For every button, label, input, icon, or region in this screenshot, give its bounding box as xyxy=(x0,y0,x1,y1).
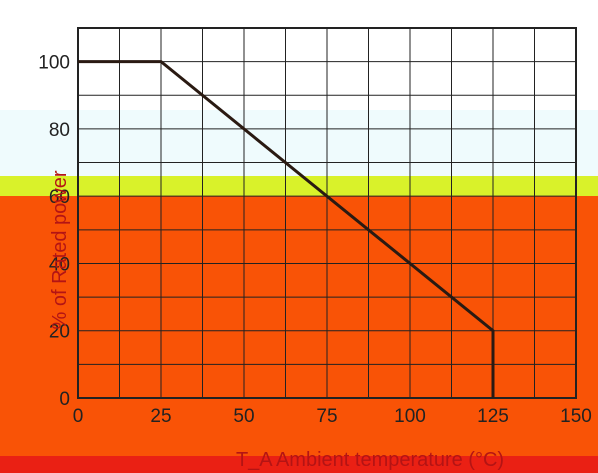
y-tick-label: 80 xyxy=(49,120,70,141)
x-axis-title: T_A Ambient temperature (°C) xyxy=(236,449,504,471)
y-tick-label: 20 xyxy=(49,322,70,343)
x-tick-label: 150 xyxy=(560,406,592,427)
plot-border xyxy=(77,27,577,399)
background-band-red xyxy=(0,456,598,473)
background-band-white xyxy=(0,0,598,110)
chart-grid xyxy=(77,27,577,399)
x-tick-label: 50 xyxy=(233,406,254,427)
y-tick-label: 60 xyxy=(49,187,70,208)
x-tick-label: 100 xyxy=(394,406,426,427)
x-tick-label: 75 xyxy=(316,406,337,427)
x-tick-label: 0 xyxy=(73,406,84,427)
y-tick-labels: 0 20 40 60 80 100 xyxy=(38,53,70,410)
x-tick-labels: 0 25 50 75 100 125 150 xyxy=(73,406,592,427)
y-axis-title: % of Rated power xyxy=(49,170,71,329)
plot-frame xyxy=(77,27,577,399)
x-tick-label: 25 xyxy=(150,406,171,427)
y-tick-label: 40 xyxy=(49,254,70,275)
background-band-yellow xyxy=(0,176,598,196)
background-band-cyan xyxy=(0,110,598,176)
chart-series xyxy=(78,60,495,398)
y-tick-label: 0 xyxy=(59,389,70,410)
derating-curve-line xyxy=(78,60,495,398)
background-band-orange xyxy=(0,196,598,456)
y-tick-label: 100 xyxy=(38,53,70,74)
x-tick-label: 125 xyxy=(477,406,509,427)
